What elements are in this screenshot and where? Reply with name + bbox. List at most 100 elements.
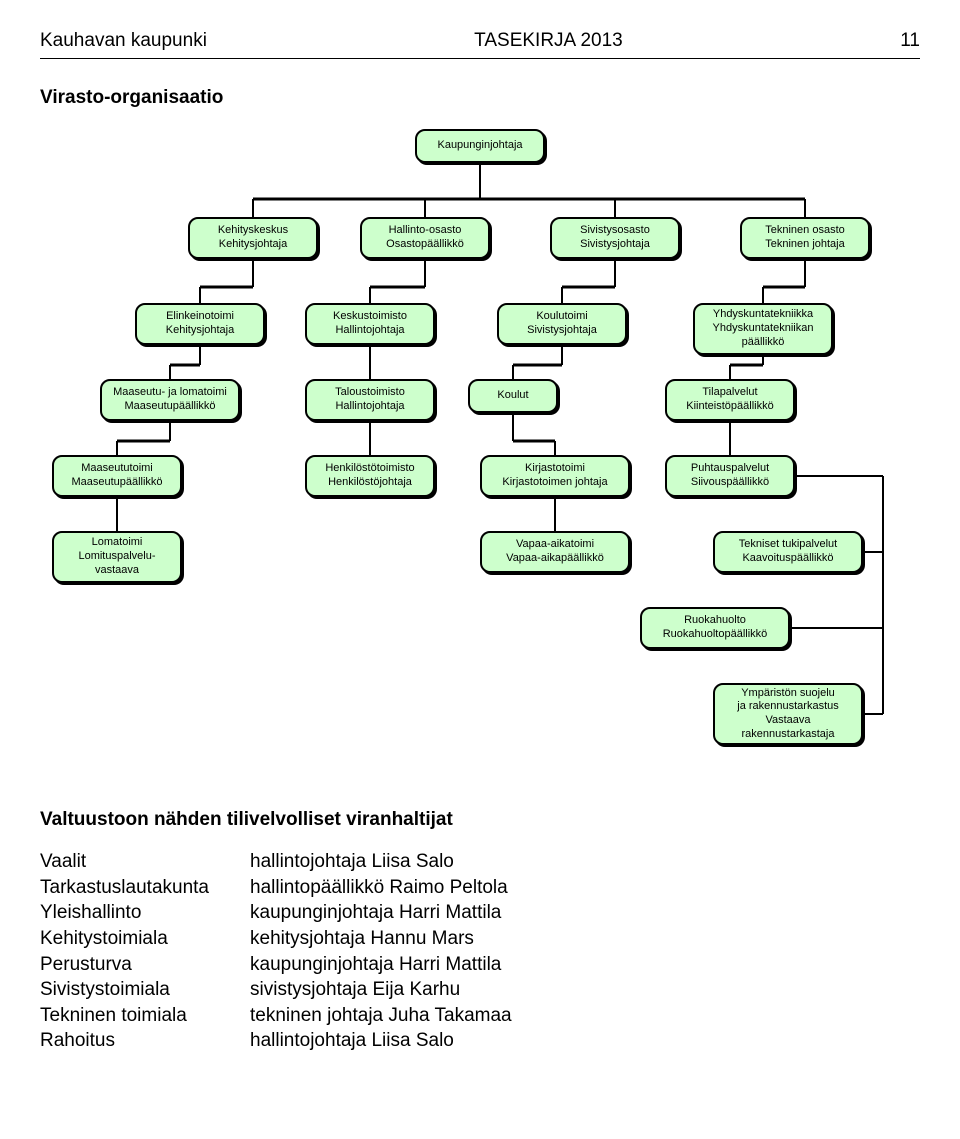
org-node-kirj: KirjastotoimiKirjastotoimen johtaja <box>480 455 630 497</box>
org-node-yhdt: YhdyskuntatekniikkaYhdyskuntatekniikanpä… <box>693 303 833 355</box>
org-node-label: Sivistysosasto <box>580 224 650 238</box>
officials-value: tekninen johtaja Juha Takamaa <box>250 1003 920 1029</box>
org-node-label: rakennustarkastaja <box>742 728 835 742</box>
officials-row: Perusturvakaupunginjohtaja Harri Mattila <box>40 952 920 978</box>
org-node-label: Tekniset tukipalvelut <box>739 538 837 552</box>
org-node-kesk: KeskustoimistoHallintojohtaja <box>305 303 435 345</box>
org-node-label: Yhdyskuntatekniikan <box>713 322 814 336</box>
org-node-tekn: Tekninen osastoTekninen johtaja <box>740 217 870 259</box>
org-node-label: Ruokahuoltopäällikkö <box>663 628 768 642</box>
org-node-root: Kaupunginjohtaja <box>415 129 545 163</box>
org-node-elink: ElinkeinotoimiKehitysjohtaja <box>135 303 265 345</box>
org-node-label: Henkilöstöjohtaja <box>328 476 412 490</box>
officials-key: Vaalit <box>40 849 250 875</box>
officials-heading: Valtuustoon nähden tilivelvolliset viran… <box>40 809 920 831</box>
org-node-tal: TaloustoimistoHallintojohtaja <box>305 379 435 421</box>
org-node-label: Vapaa-aikapäällikkö <box>506 552 604 566</box>
org-node-label: Tekninen johtaja <box>765 238 845 252</box>
officials-value: kaupunginjohtaja Harri Mattila <box>250 900 920 926</box>
org-node-kehk: KehityskeskusKehitysjohtaja <box>188 217 318 259</box>
org-node-label: Kehitysjohtaja <box>166 324 235 338</box>
org-node-label: Yhdyskuntatekniikka <box>713 308 813 322</box>
org-node-label: Lomituspalvelu- <box>78 550 155 564</box>
officials-row: Yleishallintokaupunginjohtaja Harri Matt… <box>40 900 920 926</box>
officials-key: Sivistystoimiala <box>40 977 250 1003</box>
org-node-label: ja rakennustarkastus <box>737 700 839 714</box>
officials-row: Tekninen toimialatekninen johtaja Juha T… <box>40 1003 920 1029</box>
officials-value: sivistysjohtaja Eija Karhu <box>250 977 920 1003</box>
org-chart: KaupunginjohtajaKehityskeskusKehitysjoht… <box>40 129 920 769</box>
org-node-tila: TilapalvelutKiinteistöpäällikkö <box>665 379 795 421</box>
officials-key: Tekninen toimiala <box>40 1003 250 1029</box>
org-node-loma: LomatoimiLomituspalvelu-vastaava <box>52 531 182 583</box>
section-title: Virasto-organisaatio <box>40 87 920 109</box>
officials-key: Rahoitus <box>40 1028 250 1054</box>
org-node-label: Kirjastotoimen johtaja <box>502 476 607 490</box>
officials-key: Tarkastuslautakunta <box>40 875 250 901</box>
org-node-label: Tilapalvelut <box>702 386 757 400</box>
org-node-label: Sivistysjohtaja <box>580 238 650 252</box>
officials-row: Vaalithallintojohtaja Liisa Salo <box>40 849 920 875</box>
officials-row: Sivistystoimialasivistysjohtaja Eija Kar… <box>40 977 920 1003</box>
org-node-label: Hallinto-osasto <box>389 224 462 238</box>
officials-row: Tarkastuslautakuntahallintopäällikkö Rai… <box>40 875 920 901</box>
officials-value: hallintojohtaja Liisa Salo <box>250 1028 920 1054</box>
org-node-koulut: Koulut <box>468 379 558 413</box>
officials-value: kaupunginjohtaja Harri Mattila <box>250 952 920 978</box>
org-node-vapa: Vapaa-aikatoimiVapaa-aikapäällikkö <box>480 531 630 573</box>
org-node-puht: PuhtauspalvelutSiivouspäällikkö <box>665 455 795 497</box>
org-node-label: Vastaava <box>765 714 810 728</box>
org-node-label: päällikkö <box>742 336 785 350</box>
org-node-ymps: Ympäristön suojeluja rakennustarkastusVa… <box>713 683 863 745</box>
org-node-label: Maaseututoimi <box>81 462 153 476</box>
org-node-label: Lomatoimi <box>92 536 143 550</box>
officials-value: hallintojohtaja Liisa Salo <box>250 849 920 875</box>
header-pagenum: 11 <box>890 30 920 52</box>
officials-key: Yleishallinto <box>40 900 250 926</box>
org-node-label: Tekninen osasto <box>765 224 845 238</box>
page: Kauhavan kaupunki TASEKIRJA 2013 11 Vira… <box>0 0 960 1139</box>
officials-row: Kehitystoimialakehitysjohtaja Hannu Mars <box>40 926 920 952</box>
org-node-label: Maaseutupäällikkö <box>71 476 162 490</box>
officials-key: Kehitystoimiala <box>40 926 250 952</box>
org-node-maas: MaaseututoimiMaaseutupäällikkö <box>52 455 182 497</box>
org-node-label: Puhtauspalvelut <box>691 462 769 476</box>
org-node-label: Maaseutu- ja lomatoimi <box>113 386 227 400</box>
org-node-ruok: RuokahuoltoRuokahuoltopäällikkö <box>640 607 790 649</box>
org-node-label: Kiinteistöpäällikkö <box>686 400 773 414</box>
org-node-label: Elinkeinotoimi <box>166 310 234 324</box>
org-node-label: Ruokahuolto <box>684 614 746 628</box>
org-node-label: Koulutoimi <box>536 310 587 324</box>
org-node-tekt: Tekniset tukipalvelutKaavoituspäällikkö <box>713 531 863 573</box>
org-node-henk: HenkilöstötoimistoHenkilöstöjohtaja <box>305 455 435 497</box>
org-node-label: Hallintojohtaja <box>335 400 404 414</box>
org-node-label: Ympäristön suojelu <box>741 687 835 701</box>
org-node-label: Vapaa-aikatoimi <box>516 538 594 552</box>
header-title: TASEKIRJA 2013 <box>474 30 623 52</box>
org-node-label: Kirjastotoimi <box>525 462 585 476</box>
header-org: Kauhavan kaupunki <box>40 30 207 52</box>
header-divider <box>40 58 920 59</box>
org-node-siv: SivistysosastoSivistysjohtaja <box>550 217 680 259</box>
org-node-label: Kehityskeskus <box>218 224 288 238</box>
org-node-label: Hallintojohtaja <box>335 324 404 338</box>
org-node-label: Keskustoimisto <box>333 310 407 324</box>
org-node-hall: Hallinto-osastoOsastopäällikkö <box>360 217 490 259</box>
org-node-label: Taloustoimisto <box>335 386 405 400</box>
officials-row: Rahoitushallintojohtaja Liisa Salo <box>40 1028 920 1054</box>
org-node-label: Siivouspäällikkö <box>691 476 769 490</box>
org-node-label: Maaseutupäällikkö <box>124 400 215 414</box>
org-node-mlom: Maaseutu- ja lomatoimiMaaseutupäällikkö <box>100 379 240 421</box>
officials-value: hallintopäällikkö Raimo Peltola <box>250 875 920 901</box>
org-node-label: Sivistysjohtaja <box>527 324 597 338</box>
officials-value: kehitysjohtaja Hannu Mars <box>250 926 920 952</box>
org-node-label: Henkilöstötoimisto <box>325 462 414 476</box>
org-node-koul: KoulutoimiSivistysjohtaja <box>497 303 627 345</box>
org-node-label: Kehitysjohtaja <box>219 238 288 252</box>
org-node-label: vastaava <box>95 564 139 578</box>
officials-table: Vaalithallintojohtaja Liisa SaloTarkastu… <box>40 849 920 1054</box>
org-node-label: Kaavoituspäällikkö <box>742 552 833 566</box>
page-header: Kauhavan kaupunki TASEKIRJA 2013 11 <box>40 30 920 52</box>
org-node-label: Koulut <box>497 389 528 403</box>
org-node-label: Kaupunginjohtaja <box>437 139 522 153</box>
